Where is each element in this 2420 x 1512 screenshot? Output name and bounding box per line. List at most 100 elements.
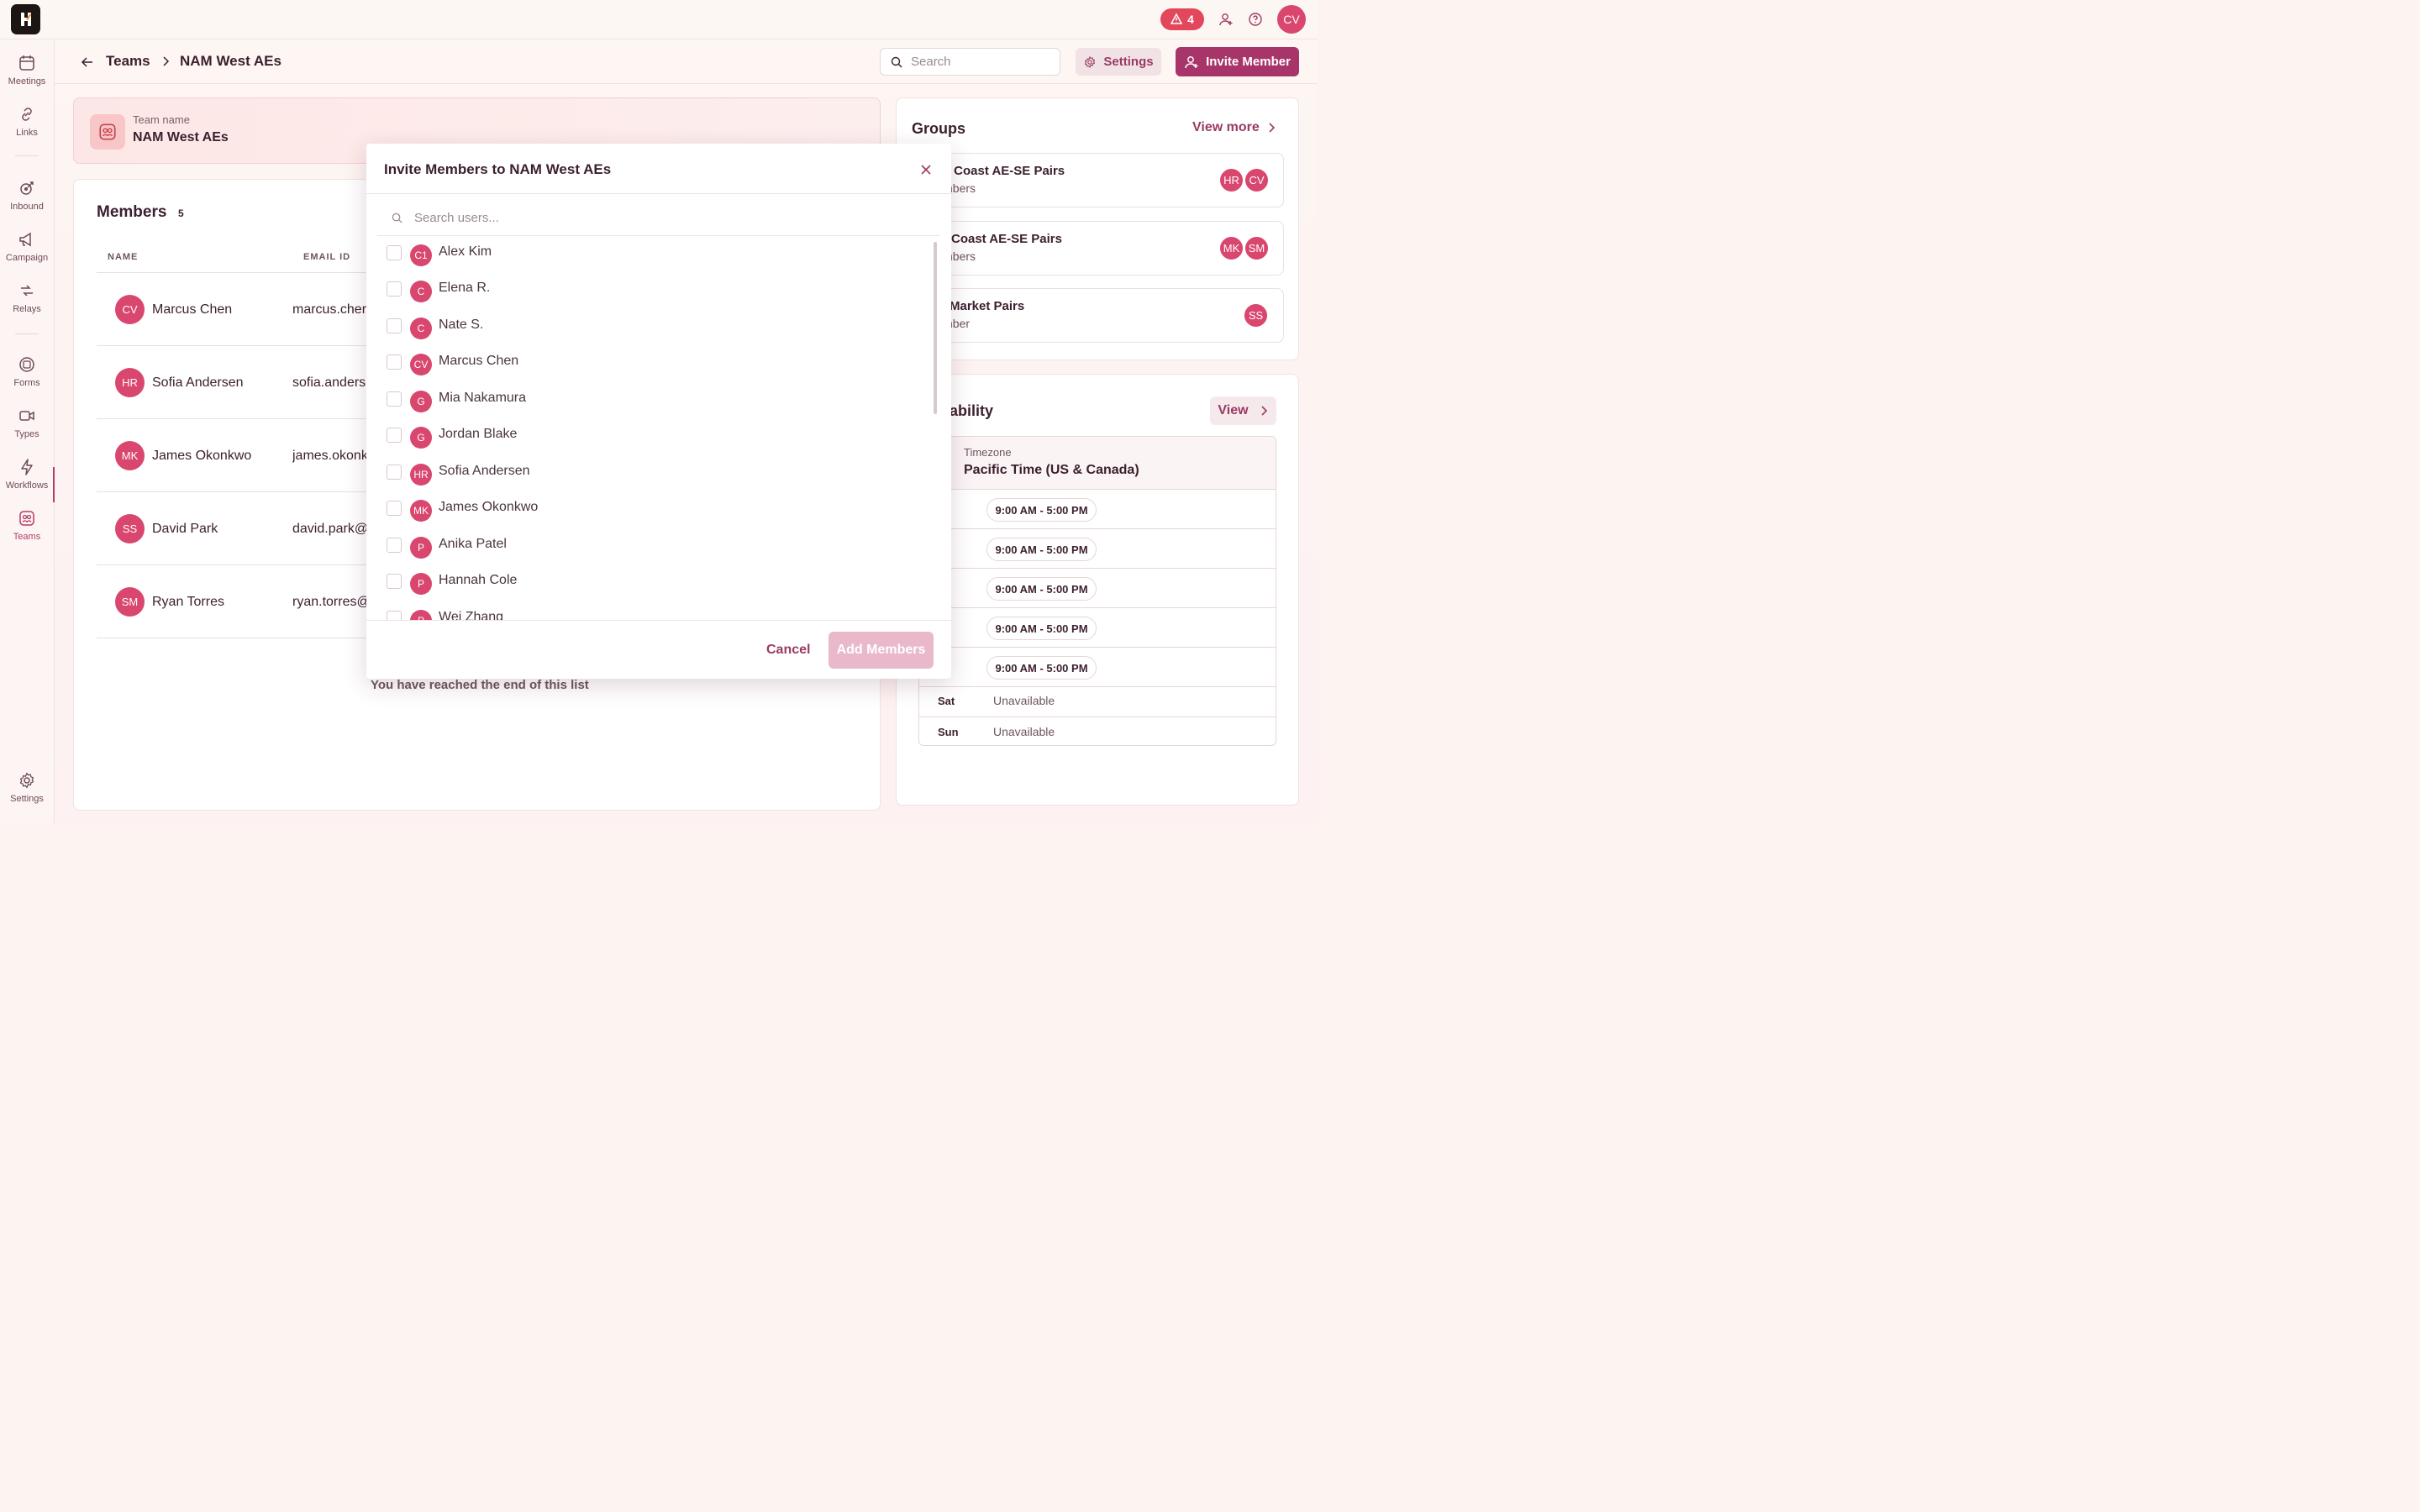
avatar: C (410, 281, 432, 302)
list-item[interactable]: CV Marcus Chen (387, 346, 908, 383)
warning-icon (1171, 13, 1183, 24)
user-avatar[interactable]: CV (1277, 5, 1306, 34)
avatar: MK (1218, 235, 1244, 261)
add-members-button[interactable]: Add Members (829, 632, 934, 669)
search-icon (392, 213, 402, 223)
members-title: Members (97, 203, 167, 221)
view-more-link[interactable]: View more (1192, 120, 1276, 135)
app-logo[interactable] (11, 4, 40, 34)
avatar: SS (1243, 302, 1269, 328)
sidebar-active-indicator (53, 467, 55, 502)
breadcrumb-teams[interactable]: Teams (106, 53, 150, 69)
group-item[interactable]: Coast AE-SE Pairs nbers MK SM (912, 221, 1284, 276)
user-checkbox[interactable] (387, 354, 402, 370)
member-name: David Park (152, 522, 218, 536)
user-name: Alex Kim (439, 244, 492, 259)
table-row[interactable]: MK James Okonkwo james.okonk (97, 419, 382, 492)
user-checkbox[interactable] (387, 281, 402, 297)
close-icon[interactable] (919, 163, 933, 176)
member-name: Ryan Torres (152, 595, 224, 609)
sidebar-item-label: Relays (13, 304, 41, 314)
user-checkbox[interactable] (387, 318, 402, 333)
sidebar-item-label: Teams (13, 532, 41, 542)
avatar: HR (410, 464, 432, 486)
user-checkbox[interactable] (387, 611, 402, 620)
team-icon (90, 114, 125, 150)
group-item[interactable]: Market Pairs nber SS (912, 288, 1284, 343)
list-item[interactable]: P Wei Zhang (387, 602, 908, 621)
user-name: Jordan Blake (439, 427, 518, 441)
add-user-icon[interactable] (1218, 12, 1234, 27)
back-arrow-icon[interactable] (81, 55, 94, 69)
sidebar-item-label: Forms (13, 378, 40, 388)
sidebar-item-label: Links (16, 128, 38, 138)
settings-button[interactable]: Settings (1076, 48, 1161, 76)
user-checkbox[interactable] (387, 465, 402, 480)
scrollbar[interactable] (934, 242, 937, 414)
sidebar-item-campaign[interactable]: Campaign (0, 225, 54, 272)
group-members-count: nbers (946, 249, 976, 263)
table-row[interactable]: SM Ryan Torres ryan.torres@ (97, 565, 382, 638)
sidebar-item-label: Meetings (8, 76, 46, 87)
table-header-divider (97, 272, 382, 273)
list-item[interactable]: G Mia Nakamura (387, 383, 908, 420)
avatar: C (410, 318, 432, 339)
sidebar-item-label: Workflows (5, 480, 49, 491)
list-item[interactable]: HR Sofia Andersen (387, 456, 908, 493)
sidebar-item-workflows[interactable]: Workflows (0, 453, 54, 500)
table-row[interactable]: SS David Park david.park@ (97, 492, 382, 565)
user-checkbox[interactable] (387, 428, 402, 443)
group-item[interactable]: : Coast AE-SE Pairs nbers HR CV (912, 153, 1284, 207)
user-name: Wei Zhang (439, 610, 504, 621)
sidebar-item-types[interactable]: Types (0, 402, 54, 449)
list-item[interactable]: P Hannah Cole (387, 565, 908, 602)
list-item[interactable]: C1 Alex Kim (387, 237, 908, 274)
avatar: G (410, 427, 432, 449)
groups-title: Groups (912, 120, 966, 137)
sidebar-item-settings[interactable]: Settings (0, 766, 54, 813)
sidebar-item-meetings[interactable]: Meetings (0, 49, 54, 96)
table-row[interactable]: CV Marcus Chen marcus.cher (97, 273, 382, 346)
search-input[interactable]: Search (880, 48, 1060, 76)
app-root: 4 CV Meetings Links Inbound Campaign Rel… (0, 0, 1318, 823)
sidebar-item-inbound[interactable]: Inbound (0, 174, 54, 221)
sidebar-item-links[interactable]: Links (0, 100, 54, 147)
list-item[interactable]: C Elena R. (387, 273, 908, 310)
list-item[interactable]: P Anika Patel (387, 529, 908, 566)
user-list: C1 Alex Kim C Elena R. C Nate S. CV Marc… (366, 237, 951, 621)
user-checkbox[interactable] (387, 245, 402, 260)
dialog-title: Invite Members to NAM West AEs (384, 161, 612, 177)
list-item[interactable]: MK James Okonkwo (387, 492, 908, 529)
add-user-icon (1185, 55, 1198, 68)
list-item[interactable]: G Jordan Blake (387, 419, 908, 456)
alerts-badge[interactable]: 4 (1160, 8, 1204, 30)
member-email: ryan.torres@ (292, 595, 371, 609)
avatar: P (410, 573, 432, 595)
hours-pill: 9:00 AM - 5:00 PM (986, 656, 1097, 680)
user-checkbox[interactable] (387, 391, 402, 407)
help-icon[interactable] (1248, 12, 1263, 27)
invite-member-button[interactable]: Invite Member (1176, 47, 1299, 76)
user-checkbox[interactable] (387, 538, 402, 553)
logo-icon (20, 13, 31, 26)
sidebar-item-forms[interactable]: Forms (0, 350, 54, 397)
group-members-count: nbers (946, 181, 976, 195)
members-count: 5 (178, 207, 184, 219)
day-row: n 9:00 AM - 5:00 PM (919, 490, 1276, 529)
user-checkbox[interactable] (387, 501, 402, 516)
sidebar-item-teams[interactable]: Teams (0, 504, 54, 551)
member-name: Sofia Andersen (152, 375, 244, 390)
list-item[interactable]: C Nate S. (387, 310, 908, 347)
sidebar-item-relays[interactable]: Relays (0, 276, 54, 323)
user-search-input[interactable]: Search users... (377, 201, 940, 236)
group-name: Market Pairs (950, 299, 1025, 313)
avatar: P (410, 537, 432, 559)
group-name: Coast AE-SE Pairs (951, 232, 1062, 246)
chevron-right-icon (1261, 406, 1267, 416)
top-bar: 4 CV (0, 0, 1318, 39)
table-row[interactable]: HR Sofia Andersen sofia.anders (97, 346, 382, 419)
user-checkbox[interactable] (387, 574, 402, 589)
cancel-button[interactable]: Cancel (766, 643, 811, 657)
view-availability-button[interactable]: View (1210, 396, 1276, 425)
day-row: Sat Unavailable (919, 687, 1276, 717)
